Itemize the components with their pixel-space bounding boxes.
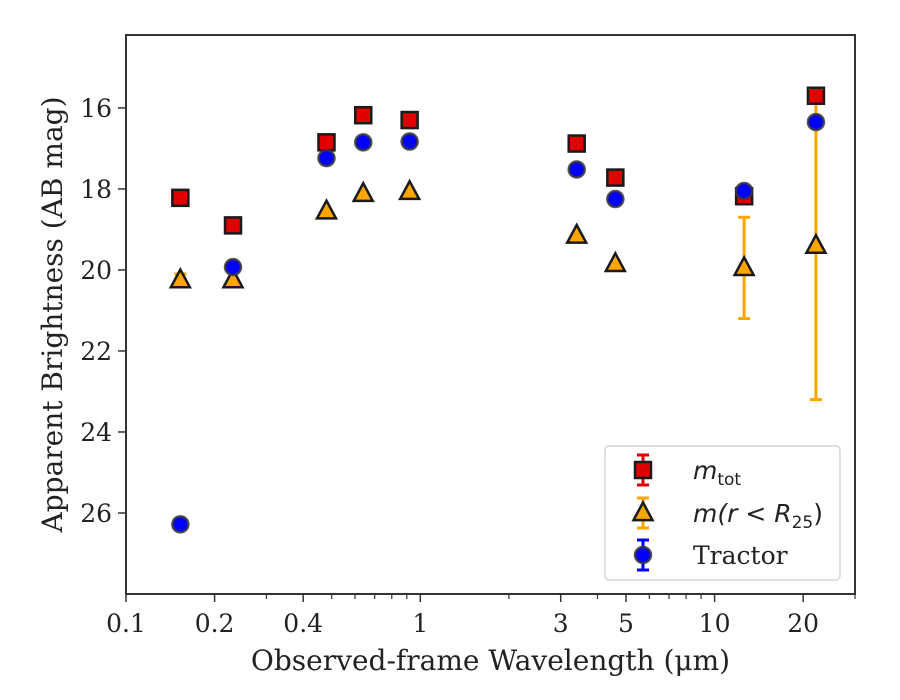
- legend-box: [604, 445, 841, 581]
- tractor-point: [171, 515, 190, 534]
- errorbars-layer: [174, 90, 822, 402]
- m-r25-point: [603, 250, 627, 273]
- legend-marker-m-r25: [631, 499, 655, 522]
- mtot-point: [606, 168, 625, 187]
- legend-label-m-r25: m(r < R25): [693, 499, 823, 533]
- tractor-point: [734, 181, 754, 201]
- y-tick-label: 18: [80, 175, 112, 204]
- m-r25-point: [168, 266, 192, 289]
- x-tick-label: 3: [553, 609, 569, 638]
- legend-marker-tractor: [633, 545, 653, 565]
- m-r25-point: [221, 266, 245, 289]
- y-tick-label: 24: [80, 418, 112, 447]
- tractor-point: [606, 189, 625, 209]
- x-tick-label: 0.1: [106, 609, 146, 638]
- mtot-point: [806, 86, 826, 106]
- mtot-point: [400, 110, 419, 130]
- mtot-point: [317, 133, 336, 152]
- tractor-point: [317, 148, 336, 168]
- plot-frame: [125, 34, 856, 595]
- mtot-point: [354, 105, 373, 125]
- tractor-point: [400, 132, 419, 151]
- mtot-point: [171, 188, 190, 208]
- y-tick-label: 16: [80, 94, 112, 123]
- x-tick-label: 5: [618, 609, 634, 638]
- m-r25-point: [314, 198, 339, 220]
- legend-label-tractor: Tractor: [693, 541, 788, 570]
- tractor-point: [567, 160, 586, 179]
- x-tick-label: 0.2: [195, 609, 235, 638]
- tractor-point: [354, 133, 373, 152]
- y-tick-label: 20: [80, 256, 112, 285]
- mtot-point: [223, 216, 243, 235]
- x-axis-ticks: 0.1 0.2 0.4 1 3 5 10 20: [106, 594, 856, 638]
- m-r25-point: [398, 178, 422, 201]
- y-tick-label: 26: [80, 499, 112, 528]
- legend-label-mtot: mtot: [693, 456, 741, 490]
- tractor-point: [223, 257, 243, 277]
- legend: mtot m(r < R25) Tractor: [604, 445, 841, 581]
- y-axis-ticks: 16 18 20 22 24 26: [80, 94, 126, 528]
- y-axis-label: Apparent Brightness (AB mag): [36, 97, 69, 534]
- tractor-point: [806, 112, 826, 132]
- m-r25-point: [804, 232, 828, 255]
- x-tick-label: 10: [699, 609, 731, 638]
- m-r25-point: [732, 254, 756, 277]
- x-tick-label: 0.4: [283, 609, 323, 638]
- y-tick-label: 22: [80, 337, 112, 366]
- legend-marker-mtot: [633, 460, 653, 480]
- x-axis-label: Observed-frame Wavelength (μm): [251, 644, 730, 677]
- markers-layer: [168, 86, 828, 534]
- x-tick-label: 20: [787, 609, 819, 638]
- x-tick-label: 1: [412, 609, 428, 638]
- m-r25-point: [565, 222, 589, 244]
- mtot-point: [567, 134, 586, 153]
- m-r25-point: [351, 180, 375, 203]
